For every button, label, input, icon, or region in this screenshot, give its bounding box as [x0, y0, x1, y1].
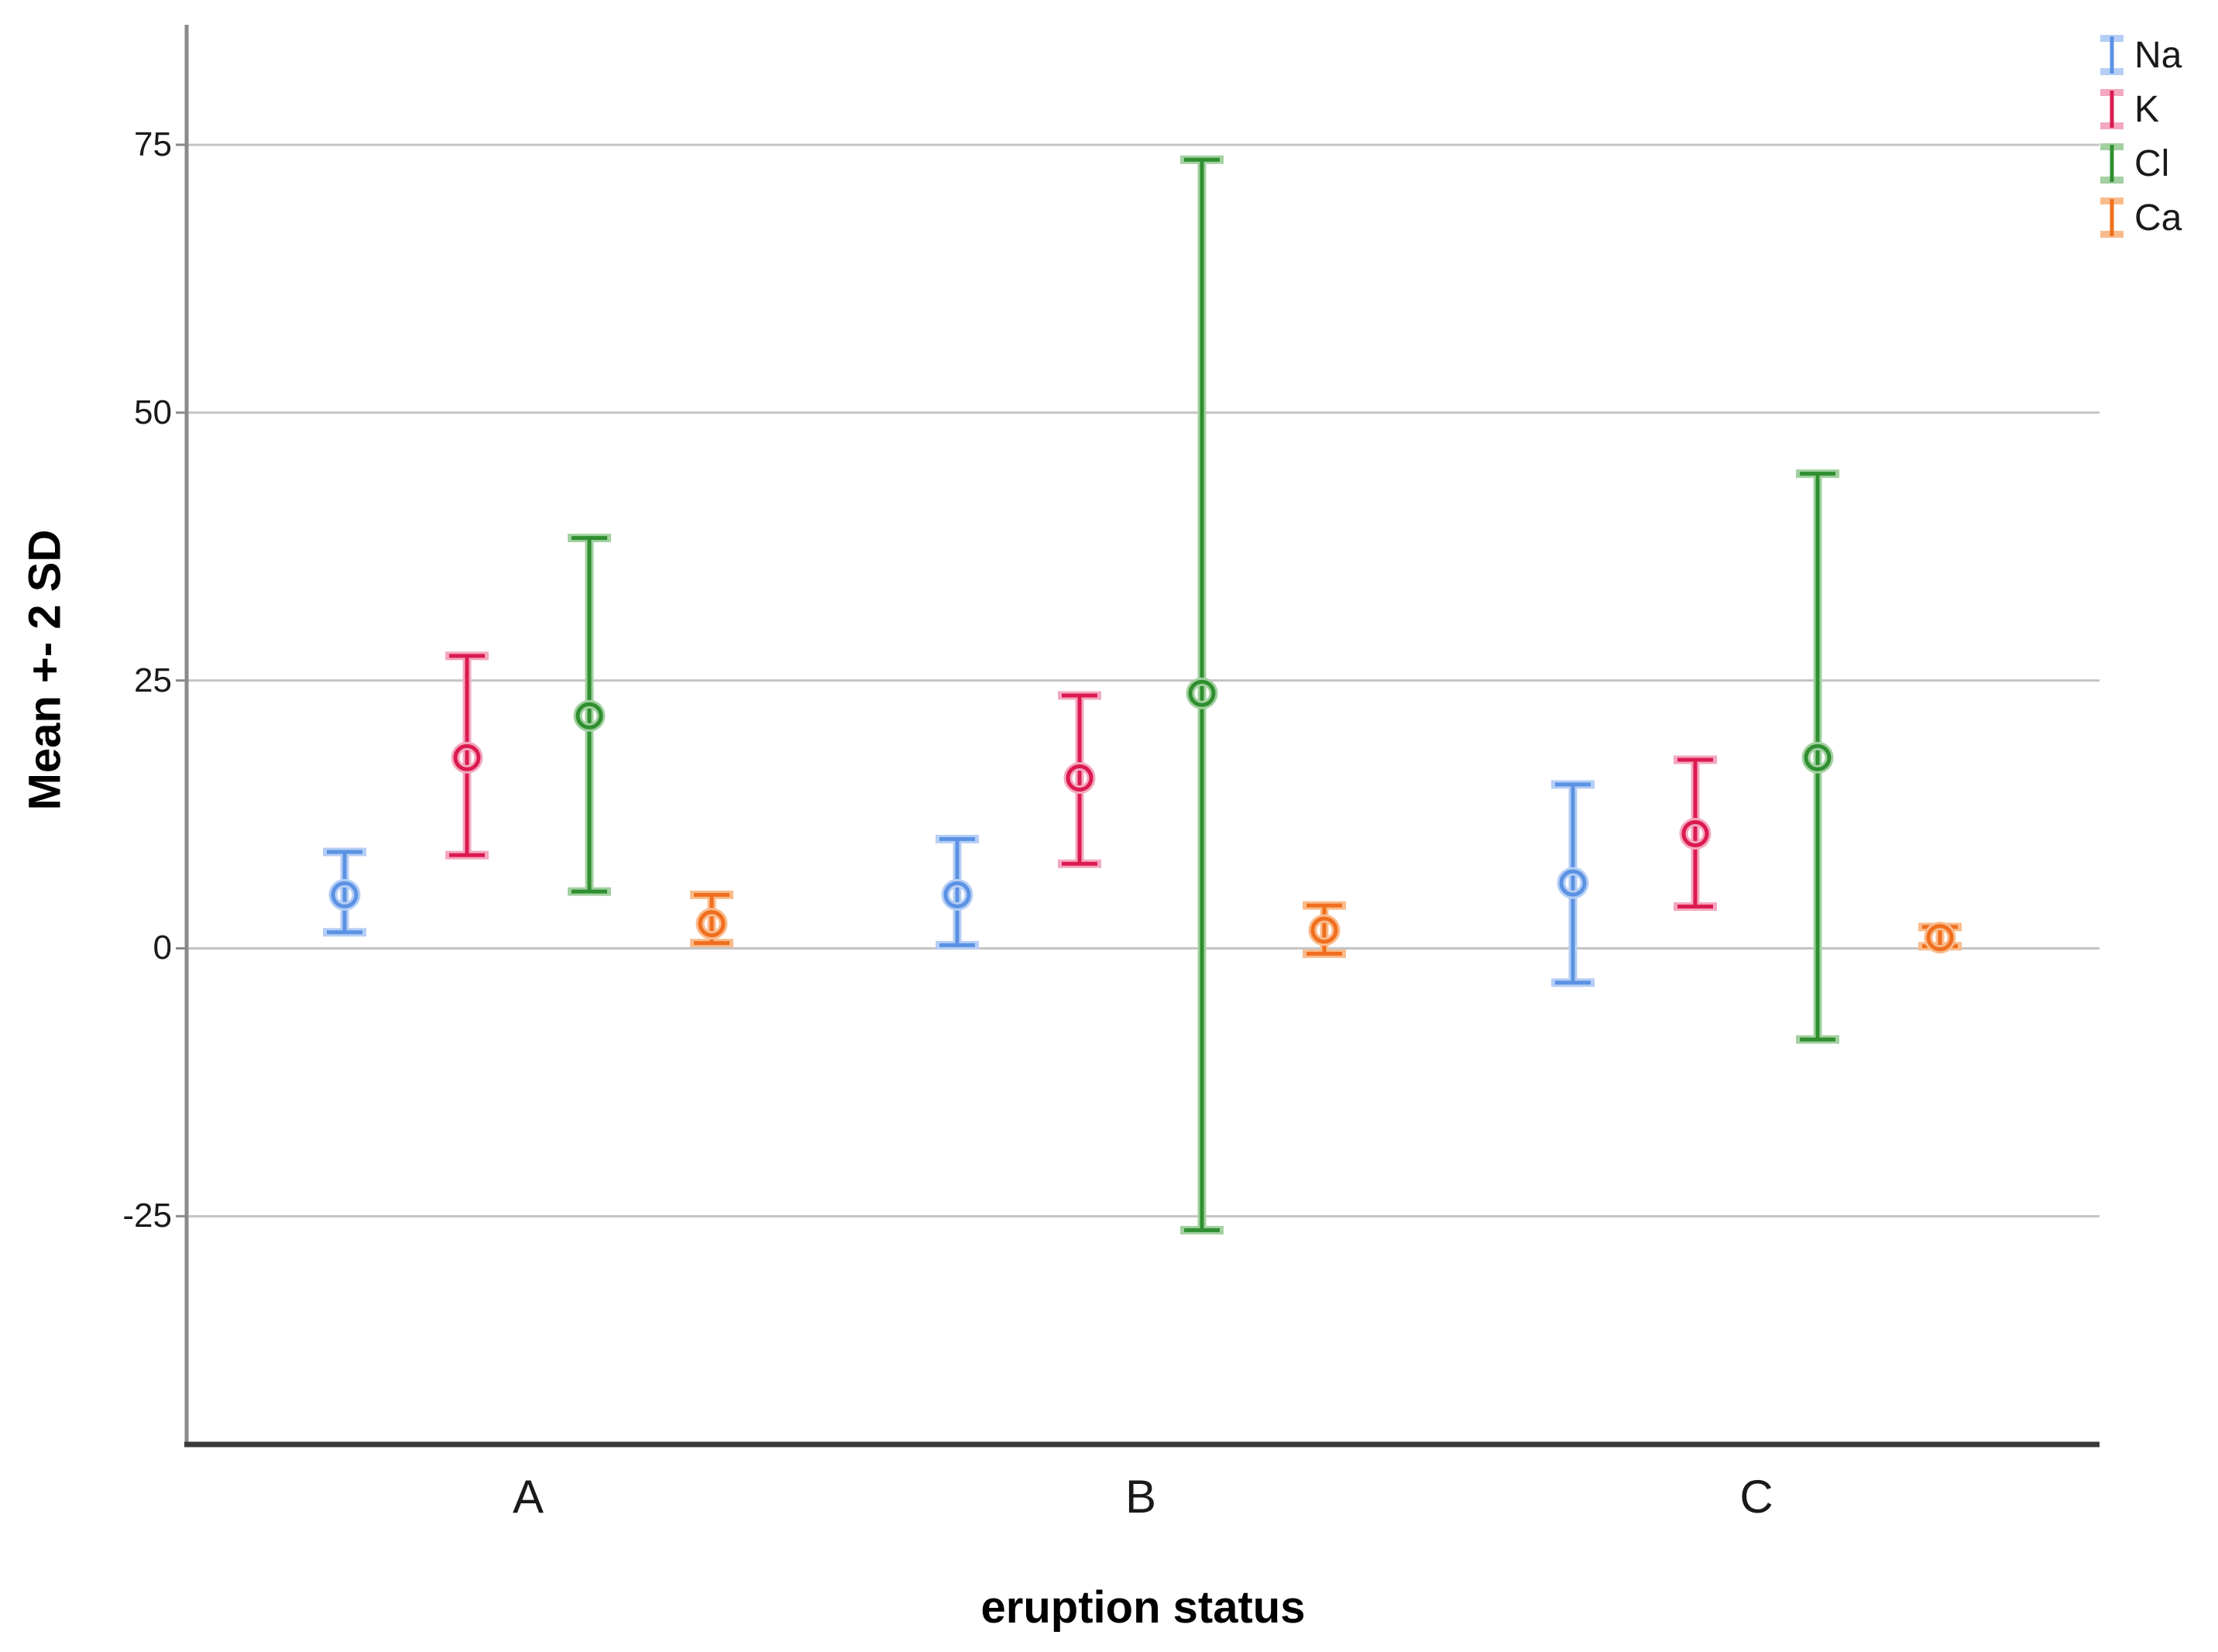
errorbar-Cl-A [568, 534, 611, 896]
legend-item-Cl: Cl [2099, 136, 2182, 191]
legend: Na K Cl Ca [2099, 28, 2182, 245]
errorbar-K-A [445, 651, 489, 860]
x-category-label-B: B [1124, 1471, 1157, 1523]
x-category-label-C: C [1739, 1471, 1773, 1523]
y-tick-label-50: 50 [134, 393, 172, 431]
errorbar-Cl-B [1180, 155, 1224, 1235]
errorbar-Na-B [936, 834, 979, 950]
legend-label-K: K [2134, 88, 2160, 130]
errorbar-glyph-icon [2100, 89, 2124, 129]
legend-item-K: K [2099, 82, 2182, 136]
legend-label-Cl: Cl [2134, 143, 2170, 184]
y-tick-label-0: 0 [153, 929, 172, 967]
errorbar-glyph-icon [2100, 35, 2124, 75]
x-axis-title: eruption status [980, 1582, 1306, 1633]
errorbar-glyph-icon [2100, 143, 2124, 184]
errorbar-Cl-C [1796, 469, 1839, 1044]
errorbar-K-B [1058, 691, 1101, 868]
errorbar-Ca-B [1303, 901, 1346, 958]
errorbar-glyph-icon [2100, 197, 2124, 238]
legend-label-Ca: Ca [2134, 197, 2182, 239]
legend-item-Na: Na [2099, 28, 2182, 82]
legend-label-Na: Na [2134, 34, 2182, 76]
x-category-label-A: A [512, 1471, 544, 1523]
y-tick-label-25: 25 [134, 661, 172, 699]
errorbar-Ca-A [690, 890, 733, 948]
errorbar-Na-A [323, 847, 366, 937]
errorbar-Na-C [1551, 780, 1595, 987]
legend-item-Ca: Ca [2099, 191, 2182, 245]
errorbar-Ca-C [1918, 922, 1962, 954]
y-tick-label-75: 75 [134, 125, 172, 163]
errorbar-K-C [1674, 755, 1717, 912]
y-tick-label--25: -25 [122, 1197, 172, 1235]
